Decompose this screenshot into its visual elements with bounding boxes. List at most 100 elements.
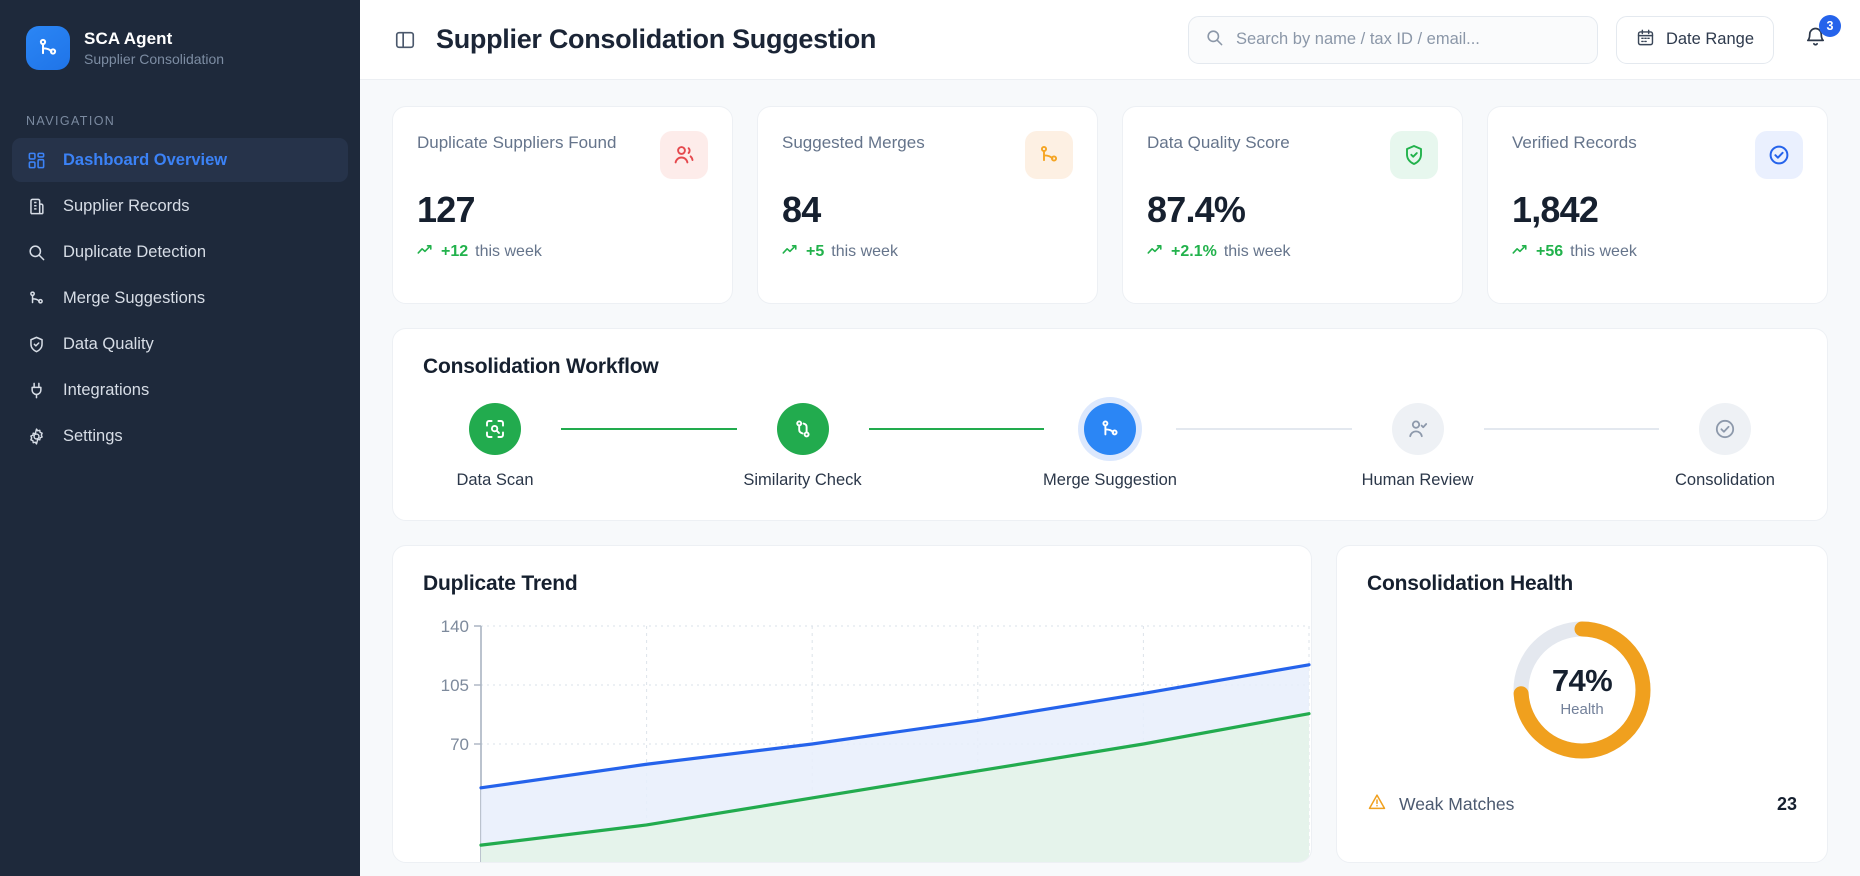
donut-center-labels: 74% Health [1367,614,1797,766]
sidebar-item-merge-suggestions[interactable]: Merge Suggestions [12,276,348,320]
kpi-delta-value: +2.1% [1171,243,1217,260]
kpi-delta-suffix: this week [475,243,542,260]
bell-icon [1804,26,1827,54]
kpi-delta: +5 this week [782,243,1073,261]
calendar-icon [1636,28,1655,52]
sidebar-item-settings[interactable]: Settings [12,414,348,458]
sidebar: SCA Agent Supplier Consolidation NAVIGAT… [0,0,360,876]
check-circle-icon [1755,131,1803,179]
main-area: Supplier Consolidation Suggestion Date R… [360,0,1860,876]
health-donut: 74% Health [1367,614,1797,766]
kpi-delta-value: +5 [806,243,825,260]
workflow-connector [1483,428,1659,430]
workflow-step-merge-suggestion[interactable]: Merge Suggestion [1043,403,1177,490]
shield-check-icon [1390,131,1438,179]
svg-text:140: 140 [441,617,469,636]
workflow-step-label: Human Review [1361,471,1474,489]
search-icon [26,242,47,263]
top-bar: Supplier Consolidation Suggestion Date R… [360,0,1860,80]
workflow-title: Consolidation Workflow [423,355,659,378]
page-title: Supplier Consolidation Suggestion [436,24,877,54]
sidebar-item-label: Integrations [63,380,150,399]
sidebar-item-label: Duplicate Detection [63,242,207,261]
kpi-card-verified-records[interactable]: Verified Records 1,842 +56 this week [1487,106,1828,304]
kpi-value: 84 [782,189,821,230]
donut-value: 74% [1551,662,1613,698]
workflow-step-similarity-check[interactable]: Similarity Check [737,403,869,490]
sidebar-item-integrations[interactable]: Integrations [12,368,348,412]
donut-caption: Health [1560,700,1604,718]
sidebar-nav: Dashboard Overview Supplier Records Dupl… [0,138,360,458]
brand-subtitle: Supplier Consolidation [84,50,225,67]
grid-dashboard-icon [26,150,47,171]
sidebar-item-label: Supplier Records [63,196,190,215]
kpi-delta-suffix: this week [1223,243,1291,260]
building-icon [26,196,47,217]
kpi-label: Suggested Merges [782,133,925,152]
sidebar-item-dashboard-overview[interactable]: Dashboard Overview [12,138,348,182]
workflow-step-data-scan[interactable]: Data Scan [429,403,561,490]
merge-branch-icon [26,288,47,309]
users-duplicate-icon [660,131,708,179]
kpi-delta: +2.1% this week [1147,243,1438,261]
duplicate-trend-chart: 70 105 140 [423,612,1311,862]
workflow-steps: Data Scan Similarity Check [423,403,1797,490]
merge-branch-icon [1025,131,1073,179]
search-box[interactable] [1187,15,1598,64]
health-row-weak-matches: Weak Matches 23 [1367,792,1797,817]
trend-up-icon [1147,243,1164,261]
workflow-step-label: Merge Suggestion [1043,471,1177,489]
trend-chart-svg: 70 105 140 [441,617,1311,862]
workflow-step-human-review[interactable]: Human Review [1352,403,1484,490]
workflow-connector [561,428,737,430]
brand-title: SCA Agent [84,28,173,48]
trend-up-icon [782,243,799,261]
check-circle-icon [1699,403,1751,455]
sidebar-item-supplier-records[interactable]: Supplier Records [12,184,348,228]
kpi-delta-value: +12 [441,243,469,260]
kpi-label: Verified Records [1512,133,1637,152]
kpi-value: 87.4% [1147,189,1246,230]
app-logo [26,26,70,70]
workflow-connector [868,428,1044,430]
date-range-button[interactable]: Date Range [1615,15,1774,64]
page-content: Duplicate Suppliers Found 127 +12 this w… [360,80,1860,876]
kpi-delta: +56 this week [1512,243,1803,261]
bottom-row: Duplicate Trend 70 105 140 Consolidation H… [392,545,1828,863]
sidebar-panel-icon[interactable] [392,27,418,53]
sidebar-item-label: Settings [63,426,123,445]
similarity-nodes-icon [776,403,829,455]
shield-check-icon [26,334,47,355]
plug-icon [26,380,47,401]
date-range-label: Date Range [1665,30,1754,48]
search-input[interactable] [1235,30,1581,49]
nav-section-label: NAVIGATION [26,114,116,128]
health-row-value: 23 [1776,794,1797,814]
sidebar-item-duplicate-detection[interactable]: Duplicate Detection [12,230,348,274]
trend-up-icon [1512,243,1529,261]
sidebar-item-label: Merge Suggestions [63,288,206,307]
kpi-value: 127 [417,189,475,230]
search-icon [1205,28,1224,52]
notifications-button[interactable]: 3 [1798,14,1841,57]
gear-icon [26,426,47,447]
consolidation-workflow-card: Consolidation Workflow Data Scan Simil [392,328,1828,521]
consolidation-health-card: Consolidation Health 74% Health Weak Mat… [1336,545,1828,863]
notification-badge: 3 [1819,14,1841,37]
duplicate-trend-card: Duplicate Trend 70 105 140 [392,545,1312,863]
sidebar-item-data-quality[interactable]: Data Quality [12,322,348,366]
kpi-card-duplicate-suppliers-found[interactable]: Duplicate Suppliers Found 127 +12 this w… [392,106,733,304]
sidebar-item-label: Data Quality [63,334,154,353]
kpi-delta-suffix: this week [831,243,898,260]
svg-text:105: 105 [441,676,469,695]
kpi-label: Data Quality Score [1147,133,1290,152]
warning-triangle-icon [1367,792,1387,817]
kpi-row: Duplicate Suppliers Found 127 +12 this w… [392,106,1828,304]
health-row-label: Weak Matches [1399,794,1515,814]
kpi-card-data-quality-score[interactable]: Data Quality Score 87.4% +2.1% this week [1122,106,1463,304]
kpi-card-suggested-merges[interactable]: Suggested Merges 84 +5 this week [757,106,1098,304]
merge-branch-icon [1084,403,1136,455]
merge-branch-icon [39,38,57,55]
workflow-step-consolidation[interactable]: Consolidation [1659,403,1791,490]
